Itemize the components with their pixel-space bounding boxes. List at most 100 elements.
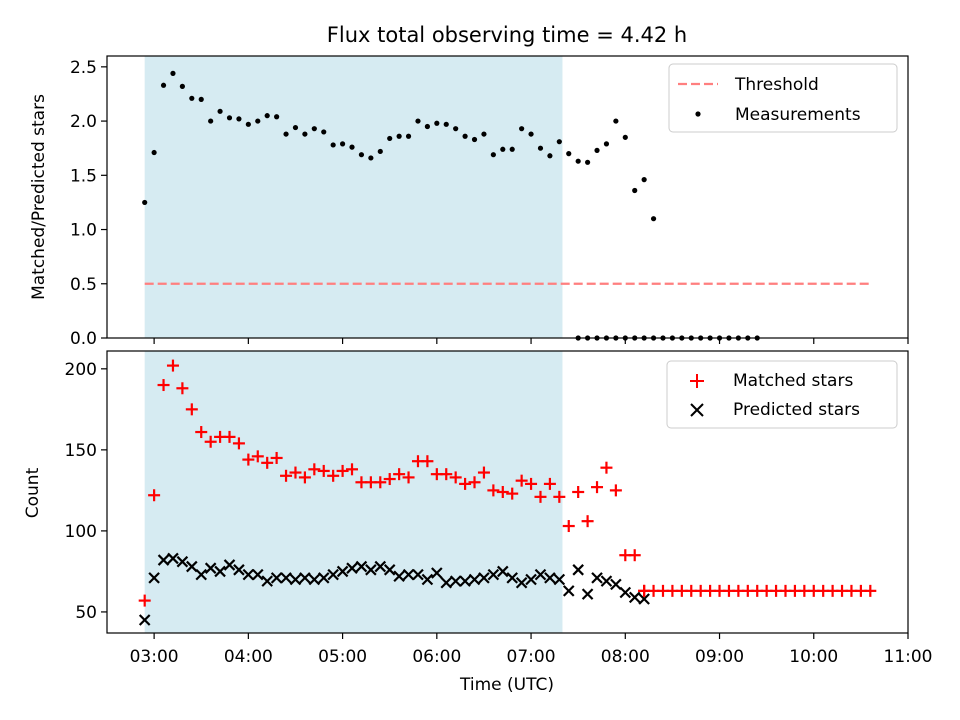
top-x-ticks (153, 338, 909, 344)
predicted-star-point (167, 552, 179, 565)
top-panel: 0.0 0.5 1.0 1.5 2.0 2.5 Matched/Predicted sta… (29, 55, 909, 349)
predicted-star-point (138, 614, 151, 626)
top-y-tick-label: 1.0 (70, 221, 97, 241)
measurement-point (330, 142, 336, 148)
matched-star-point (534, 490, 547, 503)
matched-star-point (336, 464, 349, 477)
legend-measurements-swatch (695, 111, 701, 117)
matched-star-point (261, 456, 274, 469)
measurement-point (547, 153, 553, 159)
matched-star-point (374, 476, 387, 489)
predicted-star-point (628, 591, 641, 604)
measurement-point (453, 126, 459, 132)
predicted-star-point (487, 568, 500, 581)
top-observing-span (144, 56, 563, 338)
predicted-star-point (600, 575, 613, 587)
measurement-point (434, 120, 440, 126)
bottom-x-tick-label: 03:00 (130, 647, 179, 667)
matched-star-point (383, 473, 396, 486)
predicted-star-point (157, 554, 170, 566)
matched-star-point (581, 515, 594, 528)
predicted-star-point (544, 572, 556, 584)
matched-star-point (223, 430, 236, 443)
matched-star-point (440, 468, 453, 481)
predicted-star-point (317, 572, 330, 584)
matched-star-point (487, 484, 500, 497)
measurement-point (189, 95, 195, 101)
measurement-point (264, 113, 270, 119)
predicted-star-point (336, 565, 349, 578)
matched-star-point (346, 463, 359, 476)
bottom-axes-frame (106, 350, 909, 634)
measurement-point (339, 141, 346, 147)
bottom-y-tick-label: 50 (75, 603, 97, 623)
predicted-star-point (506, 572, 518, 584)
matched-star-point (449, 471, 462, 484)
matched-star-point (185, 403, 198, 416)
predicted-star-point (638, 593, 650, 605)
bottom-panel: 50 100 150 200 03:00 04:00 05:00 06:00 07:00 08:… (23, 350, 933, 695)
matched-star-point (308, 463, 321, 476)
top-y-axis-label: Matched/Predicted stars (29, 94, 49, 300)
measurement-points (142, 70, 760, 341)
predicted-star-point (421, 573, 434, 586)
chart-title: Flux total observing time = 4.42 h (327, 23, 687, 47)
measurement-point (632, 187, 638, 194)
measurement-point (585, 159, 591, 165)
predicted-star-point (261, 575, 273, 587)
predicted-star-point (176, 555, 189, 568)
top-y-tick-label: 1.5 (70, 166, 97, 186)
predicted-star-point (148, 572, 160, 584)
predicted-star-point (534, 568, 547, 581)
measurement-point (302, 131, 308, 137)
measurement-point (500, 146, 506, 152)
bottom-y-ticks: 50 100 150 200 (65, 360, 107, 623)
measurement-point (387, 135, 393, 142)
predicted-star-points (138, 552, 650, 626)
predicted-star-point (525, 573, 537, 586)
top-legend: Threshold Measurements (668, 63, 898, 133)
legend-predicted-label: Predicted stars (733, 400, 860, 420)
matched-star-point (148, 489, 161, 502)
matched-star-point (553, 490, 566, 503)
measurement-point (368, 155, 374, 161)
bottom-x-tick-label: 07:00 (507, 647, 556, 667)
predicted-star-point (308, 573, 321, 586)
matched-star-point (591, 481, 604, 494)
predicted-star-point (393, 570, 405, 583)
measurement-point (603, 141, 610, 147)
legend-predicted-swatch (690, 403, 704, 417)
bottom-x-tick-label: 04:00 (224, 647, 273, 667)
matched-star-point (280, 469, 293, 482)
matched-star-point (393, 468, 406, 481)
matched-star-point (459, 477, 472, 490)
matched-star-point (270, 451, 283, 464)
predicted-star-point (280, 572, 292, 584)
predicted-star-point (459, 575, 471, 587)
matched-star-point (317, 464, 330, 477)
predicted-star-point (214, 565, 226, 578)
measurement-point (217, 108, 223, 114)
measurement-point (622, 134, 628, 140)
predicted-star-point (299, 572, 311, 584)
bottom-y-tick-label: 200 (65, 360, 97, 380)
bottom-y-tick-label: 150 (65, 441, 97, 461)
measurement-point (575, 158, 581, 164)
measurement-point (274, 114, 280, 120)
measurement-point (519, 126, 525, 132)
matched-star-point (477, 466, 490, 479)
top-legend-box (668, 63, 898, 133)
matched-star-point (562, 520, 575, 533)
predicted-star-point (195, 568, 208, 581)
measurement-point (481, 131, 487, 137)
predicted-star-point (251, 568, 264, 581)
measurement-point (198, 96, 204, 102)
top-y-tick-label: 0.0 (70, 329, 97, 349)
bottom-x-tick-label: 10:00 (789, 647, 838, 667)
bottom-legend-box (666, 360, 898, 429)
predicted-star-point (327, 568, 339, 581)
predicted-star-point (289, 573, 302, 586)
matched-star-point (138, 594, 151, 607)
matched-star-point (600, 461, 613, 474)
